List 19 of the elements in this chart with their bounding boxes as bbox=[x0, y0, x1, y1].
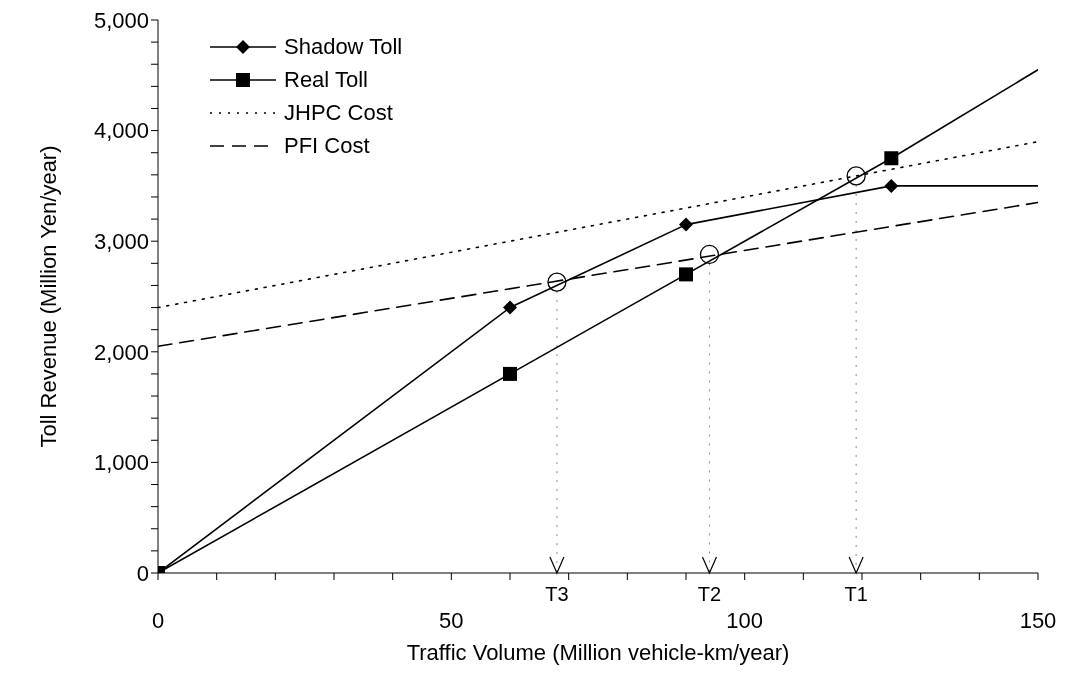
y-tick-label: 5,000 bbox=[93, 7, 149, 33]
x-tick-label: 100 bbox=[726, 607, 764, 633]
legend-label: Shadow Toll bbox=[284, 33, 403, 60]
x-axis-title: Traffic Volume (Million vehicle-km/year) bbox=[406, 640, 790, 665]
legend-label: JHPC Cost bbox=[284, 99, 393, 126]
x-tick-label: 150 bbox=[1019, 607, 1057, 633]
y-tick-label: 1,000 bbox=[93, 450, 149, 476]
ref-line-label: T2 bbox=[697, 583, 722, 605]
y-axis-title: Toll Revenue (Million Yen/year) bbox=[35, 145, 61, 448]
legend-label: PFI Cost bbox=[284, 132, 370, 159]
y-tick-label: 0 bbox=[136, 560, 149, 586]
y-tick-label: 4,000 bbox=[93, 118, 149, 144]
x-tick-label: 0 bbox=[151, 607, 165, 633]
ref-line-label: T1 bbox=[844, 583, 868, 605]
legend-label: Real Toll bbox=[284, 66, 368, 93]
x-tick-label: 50 bbox=[439, 607, 464, 633]
y-tick-label: 3,000 bbox=[93, 229, 149, 255]
ref-line-label: T3 bbox=[545, 583, 569, 605]
y-tick-label: 2,000 bbox=[93, 339, 149, 365]
